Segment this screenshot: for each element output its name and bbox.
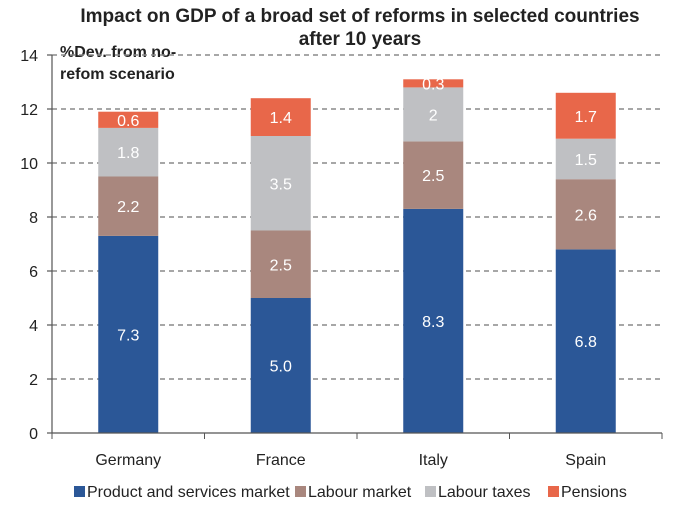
bar-segment [98, 176, 159, 236]
legend-swatch [295, 486, 306, 497]
y-tick-label: 14 [20, 48, 38, 65]
data-label: 8.3 [422, 314, 444, 331]
data-label: 7.3 [117, 327, 139, 344]
y-axis-label-line-2: refom scenario [60, 66, 175, 83]
y-tick-label: 6 [29, 264, 38, 281]
data-label: 0.6 [117, 113, 139, 130]
bar-segment [555, 179, 616, 250]
bar-segment [403, 208, 464, 433]
data-label: 5.0 [270, 359, 292, 376]
bar-segment [98, 111, 159, 128]
data-label: 2.5 [422, 168, 444, 185]
bar-segment [555, 92, 616, 139]
data-label: 0.3 [422, 76, 444, 93]
bar-segment [98, 127, 159, 177]
data-label: 2 [429, 107, 438, 124]
data-label: 1.7 [575, 109, 597, 126]
bar-segment [98, 235, 159, 433]
y-tick-label: 12 [20, 102, 38, 119]
legend-swatch [425, 486, 436, 497]
data-label: 1.4 [270, 110, 292, 127]
data-label: 2.6 [575, 207, 597, 224]
x-category-label: Italy [419, 452, 448, 469]
chart-title-line-2: after 10 years [299, 29, 422, 50]
bar-segment [250, 98, 311, 136]
y-tick-label: 0 [29, 426, 38, 443]
axes [51, 55, 663, 439]
x-category-label: France [256, 452, 306, 469]
bar-segment [555, 138, 616, 180]
data-label: 3.5 [270, 176, 292, 193]
x-category-label: Spain [565, 452, 606, 469]
y-tick-label: 4 [29, 318, 38, 335]
legend-label: Product and services market [87, 484, 290, 501]
data-label: 2.5 [270, 257, 292, 274]
legend: Product and services market Labour market… [74, 484, 627, 501]
x-category-label: Germany [95, 452, 161, 469]
bar-segment [250, 136, 311, 231]
legend-swatch [74, 486, 85, 497]
y-axis-label-line-1: %Dev. from no- [60, 44, 176, 61]
data-labels: 7.3 2.2 1.8 0.6 5.0 2.5 3.5 1.4 8.3 2.5 2 0.3 6.8 2.6… [117, 76, 597, 375]
y-tick-label: 10 [20, 156, 38, 173]
bar-segment [250, 298, 311, 433]
legend-label: Labour taxes [438, 484, 531, 501]
bar-segment [403, 87, 464, 142]
legend-label: Pensions [561, 484, 627, 501]
bar-segment [403, 79, 464, 88]
y-axis-ticks: 0 2 4 6 8 10 12 14 [20, 48, 52, 443]
legend-label: Labour market [308, 484, 412, 501]
data-label: 6.8 [575, 334, 597, 351]
bar-segment [555, 249, 616, 433]
y-tick-label: 8 [29, 210, 38, 227]
data-label: 1.8 [117, 145, 139, 162]
x-axis-categories: Germany France Italy Spain [95, 452, 606, 469]
bar-segment [250, 230, 311, 298]
bar-segment [403, 141, 464, 209]
bars [98, 79, 616, 433]
chart-title-line-1: Impact on GDP of a broad set of reforms … [80, 6, 639, 27]
data-label: 2.2 [117, 199, 139, 216]
legend-swatch [548, 486, 559, 497]
data-label: 1.5 [575, 152, 597, 169]
y-tick-label: 2 [29, 372, 38, 389]
